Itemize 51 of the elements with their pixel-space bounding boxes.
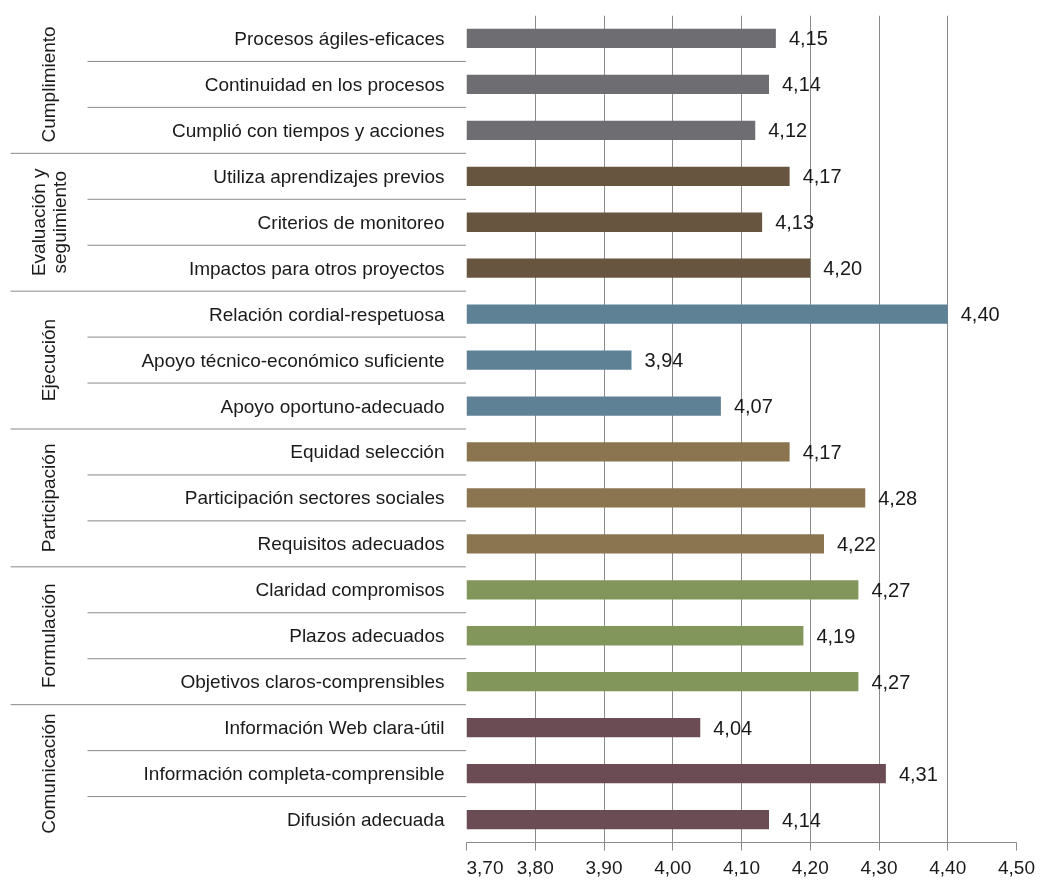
data-label: 4,13 bbox=[775, 211, 815, 234]
text: Comunicación bbox=[38, 713, 59, 834]
data-label: 4,14 bbox=[782, 73, 821, 96]
y-tick-label: Participación sectores sociales bbox=[184, 487, 445, 509]
y-tick-label: Información Web clara-útil bbox=[224, 717, 445, 739]
data-label: 4,28 bbox=[878, 486, 918, 509]
x-tick-label: 4,10 bbox=[723, 856, 760, 878]
x-tick-label: 4,30 bbox=[860, 856, 898, 878]
text: Cumplimiento bbox=[38, 26, 59, 143]
x-tick-label: 4,00 bbox=[654, 856, 692, 878]
y-tick-label: Utiliza aprendizajes previos bbox=[213, 165, 445, 187]
y-tick-label: Cumplió con tiempos y acciones bbox=[172, 119, 445, 141]
y-tick-label: Información completa-comprensible bbox=[143, 763, 445, 785]
y-tick-label: Apoyo oportuno-adecuado bbox=[220, 395, 445, 417]
data-label: 4,17 bbox=[802, 165, 842, 188]
x-tick-label: 3,70 bbox=[466, 856, 504, 878]
y-tick-label: Continuidad en los procesos bbox=[204, 73, 445, 95]
text: Ejecución bbox=[38, 318, 59, 402]
text: Participación bbox=[38, 443, 59, 553]
y-tick-label: Apoyo técnico-económico suficiente bbox=[141, 349, 445, 371]
data-label: 4,27 bbox=[871, 578, 911, 601]
data-label: 4,31 bbox=[898, 762, 938, 785]
data-label: 4,07 bbox=[733, 395, 773, 418]
y-tick-label: Relación cordial-respetuosa bbox=[208, 303, 445, 325]
y-tick-label: Difusión adecuada bbox=[287, 809, 445, 831]
y-tick-label: Requisitos adecuados bbox=[257, 533, 445, 555]
x-tick-label: 3,90 bbox=[585, 856, 623, 878]
y-tick-label: Criterios de monitoreo bbox=[257, 211, 445, 233]
data-label: 4,14 bbox=[782, 808, 821, 831]
y-tick-label: Plazos adecuados bbox=[289, 625, 445, 647]
y-tick-label: Impactos para otros proyectos bbox=[188, 257, 445, 279]
data-label: 4,27 bbox=[871, 670, 911, 693]
x-tick-label: 3,80 bbox=[516, 856, 554, 878]
x-tick-label: 4,40 bbox=[929, 856, 967, 878]
data-label: 4,22 bbox=[837, 532, 876, 555]
y-tick-label: Equidad selección bbox=[290, 441, 445, 463]
data-label: 4,40 bbox=[960, 303, 1000, 326]
data-label: 4,17 bbox=[802, 440, 842, 463]
data-label: 4,19 bbox=[816, 624, 856, 647]
data-label: 4,20 bbox=[823, 257, 863, 280]
x-tick-label: 4,50 bbox=[998, 856, 1035, 878]
data-label: 4,04 bbox=[713, 716, 753, 739]
y-tick-label: Objetivos claros-comprensibles bbox=[180, 671, 445, 693]
text: Formulación bbox=[38, 583, 59, 689]
y-tick-label: Procesos ágiles-eficaces bbox=[234, 27, 445, 49]
x-tick-label: 4,20 bbox=[791, 856, 829, 878]
data-label: 4,12 bbox=[768, 119, 808, 142]
text: Evaluación y seguimiento bbox=[27, 167, 70, 277]
y-tick-label: Claridad compromisos bbox=[255, 579, 445, 601]
data-label: 4,15 bbox=[788, 27, 828, 50]
data-label: 3,94 bbox=[644, 349, 684, 372]
